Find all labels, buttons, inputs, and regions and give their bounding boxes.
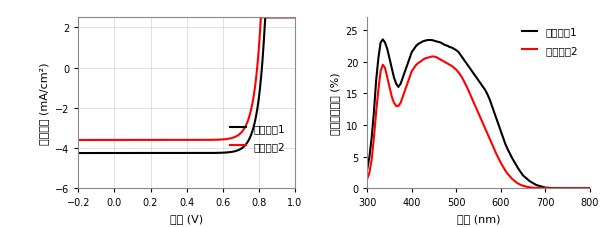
Y-axis label: 電流密度 (mA/cm²): 電流密度 (mA/cm²) bbox=[39, 62, 49, 144]
Legend: ポリマー1, ポリマー2: ポリマー1, ポリマー2 bbox=[226, 119, 290, 155]
X-axis label: 波長 (nm): 波長 (nm) bbox=[457, 213, 500, 223]
X-axis label: 電圧 (V): 電圧 (V) bbox=[170, 213, 203, 223]
Y-axis label: 外部量子収率 (%): 外部量子収率 (%) bbox=[330, 72, 340, 134]
Legend: ポリマー1, ポリマー2 : ポリマー1, ポリマー2 bbox=[518, 23, 585, 60]
